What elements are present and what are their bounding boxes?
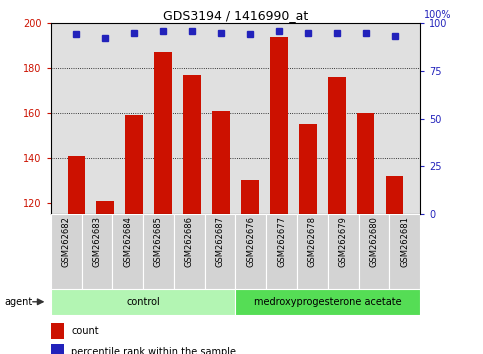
Bar [328,214,358,289]
Text: GSM262685: GSM262685 [154,216,163,267]
Bar [68,156,85,214]
Bar [51,323,64,339]
Bar [51,344,64,354]
Text: GSM262676: GSM262676 [246,216,256,267]
Text: GSM262684: GSM262684 [123,216,132,267]
Bar [205,214,236,289]
Text: GSM262682: GSM262682 [62,216,71,267]
Text: GDS3194 / 1416990_at: GDS3194 / 1416990_at [163,9,308,22]
Bar [270,36,287,214]
Text: GSM262683: GSM262683 [92,216,101,267]
Bar [112,214,143,289]
Bar [184,75,201,214]
Bar [97,201,114,214]
Text: 100%: 100% [425,10,452,20]
Text: GSM262680: GSM262680 [369,216,379,267]
Text: GSM262681: GSM262681 [400,216,409,267]
Bar [357,113,374,214]
Text: agent: agent [5,297,33,307]
Bar [266,214,297,289]
Bar [389,214,420,289]
Bar [236,214,266,289]
Text: GSM262686: GSM262686 [185,216,194,267]
Bar [297,214,328,289]
Bar [241,181,258,214]
Bar [155,52,172,214]
Bar [51,289,236,315]
Text: GSM262678: GSM262678 [308,216,317,267]
Bar [358,214,389,289]
Text: GSM262679: GSM262679 [339,216,348,267]
Bar [328,77,345,214]
Bar [51,214,82,289]
Bar [299,124,316,214]
Bar [82,214,112,289]
Bar [213,111,230,214]
Bar [386,176,403,214]
Text: GSM262677: GSM262677 [277,216,286,267]
Text: medroxyprogesterone acetate: medroxyprogesterone acetate [254,297,402,307]
Bar [236,289,420,315]
Text: count: count [71,326,99,336]
Text: percentile rank within the sample: percentile rank within the sample [71,347,236,354]
Bar [126,115,143,214]
Text: control: control [126,297,160,307]
Bar [143,214,174,289]
Bar [174,214,205,289]
Text: GSM262687: GSM262687 [215,216,225,267]
